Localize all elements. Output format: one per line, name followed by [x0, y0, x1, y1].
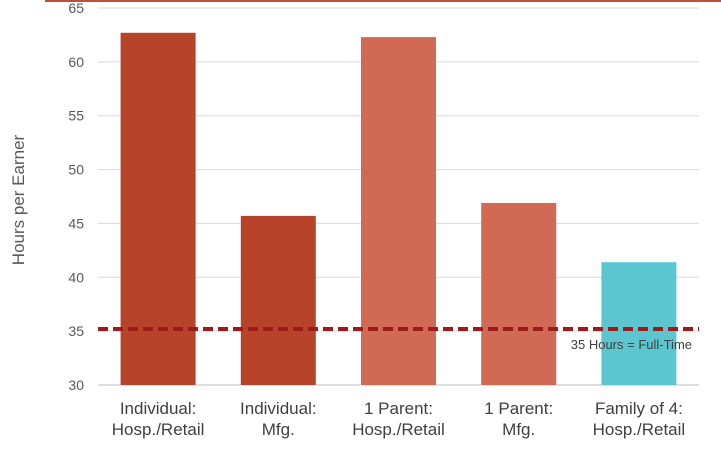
x-tick-label: Individual: Hosp./Retail: [112, 399, 205, 439]
x-tick-label: 1 Parent: Mfg.: [484, 399, 553, 439]
x-tick-label-line: Hosp./Retail: [352, 420, 445, 439]
y-tick-label: 50: [68, 162, 84, 178]
bar: [361, 37, 436, 385]
y-tick-label: 30: [68, 377, 84, 393]
x-tick-label: 1 Parent: Hosp./Retail: [352, 399, 445, 439]
x-tick-label: Family of 4: Hosp./Retail: [593, 399, 686, 439]
reference-line-group: 35 Hours = Full-Time: [98, 326, 699, 352]
reference-line-label: 35 Hours = Full-Time: [571, 337, 692, 352]
x-tick-label-line: Mfg.: [502, 420, 535, 439]
bar: [120, 32, 196, 385]
y-tick-label: 55: [68, 108, 84, 124]
y-tick-label: 45: [68, 215, 84, 231]
x-tick-label-line: 1 Parent:: [364, 399, 433, 418]
bar: [481, 202, 557, 385]
y-axis-ticks: 30 35 40 45 50 55 60 65: [68, 0, 84, 393]
y-tick-label: 35: [68, 323, 84, 339]
bars: [120, 32, 677, 385]
x-tick-label-line: Individual:: [240, 399, 317, 418]
x-tick-label-line: 1 Parent:: [484, 399, 553, 418]
x-tick-label-line: Mfg.: [262, 420, 295, 439]
y-axis-title: Hours per Earner: [9, 134, 28, 265]
bar: [240, 215, 316, 385]
y-tick-label: 40: [68, 269, 84, 285]
x-tick-label-line: Hosp./Retail: [593, 420, 686, 439]
y-tick-label: 65: [68, 0, 84, 16]
bar: [601, 262, 677, 385]
y-tick-label: 60: [68, 54, 84, 70]
x-tick-label-line: Hosp./Retail: [112, 420, 205, 439]
x-tick-label: Individual: Mfg.: [240, 399, 317, 439]
x-tick-label-line: Family of 4:: [595, 399, 683, 418]
x-tick-label-line: Individual:: [120, 399, 197, 418]
